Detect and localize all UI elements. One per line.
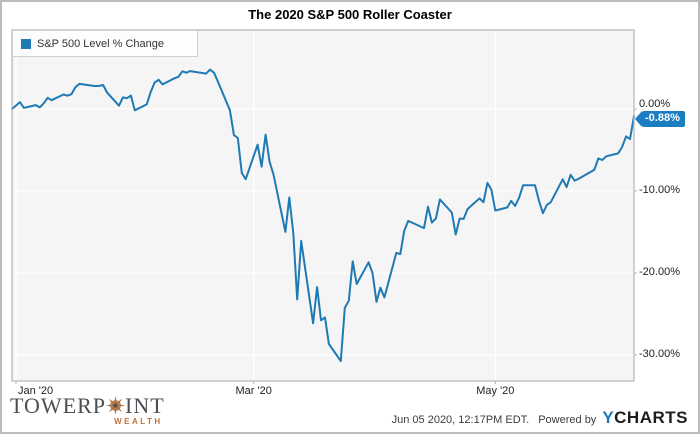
legend-label: S&P 500 Level % Change bbox=[37, 37, 164, 50]
legend: S&P 500 Level % Change bbox=[12, 30, 198, 57]
towerpoint-logo: TOWERP INT WEALTH bbox=[10, 395, 165, 426]
ycharts-logo[interactable]: YCHARTS bbox=[602, 408, 688, 428]
badge-pointer-icon bbox=[635, 110, 642, 127]
powered-by-label: Powered by bbox=[538, 414, 597, 426]
ycharts-logo-y: Y bbox=[602, 408, 615, 427]
x-axis-tick-label: Jan '20 bbox=[18, 385, 54, 397]
ycharts-logo-charts: CHARTS bbox=[614, 408, 688, 427]
x-axis-tick-label: Mar '20 bbox=[235, 385, 272, 397]
attribution: Jun 05 2020, 12:17PM EDT. Powered by YCH… bbox=[392, 408, 688, 428]
y-axis-tick-label: 0.00% bbox=[639, 98, 671, 110]
page-title: The 2020 S&P 500 Roller Coaster bbox=[248, 7, 452, 22]
y-axis-tick-label: -30.00% bbox=[639, 348, 680, 360]
last-value-badge: -0.88% bbox=[635, 110, 685, 127]
towerpoint-wordmark: TOWERP INT bbox=[10, 395, 165, 417]
towerpoint-part2: INT bbox=[125, 393, 165, 418]
legend-swatch-icon bbox=[21, 38, 31, 49]
y-axis-tick-label: -10.00% bbox=[639, 184, 680, 196]
towerpoint-subtitle: WEALTH bbox=[114, 417, 163, 426]
x-axis-tick-label: May '20 bbox=[476, 385, 515, 397]
towerpoint-part1: TOWERP bbox=[10, 393, 107, 418]
compass-rose-icon bbox=[106, 396, 126, 415]
badge-value: -0.88% bbox=[642, 110, 685, 127]
y-axis-tick-label: -20.00% bbox=[639, 266, 680, 278]
timestamp: Jun 05 2020, 12:17PM EDT. bbox=[391, 414, 530, 426]
